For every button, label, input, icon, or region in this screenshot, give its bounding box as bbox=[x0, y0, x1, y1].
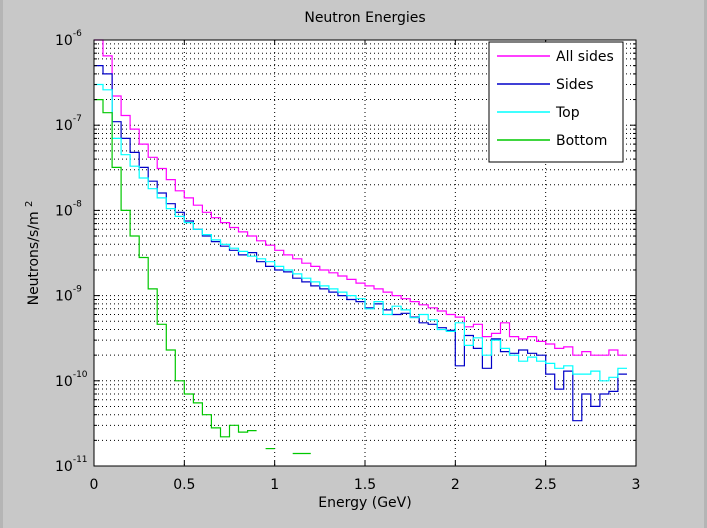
y-tick-exponent: -8 bbox=[73, 199, 82, 209]
y-tick-exponent: -7 bbox=[73, 114, 82, 124]
y-axis-label: Neutrons/s/m 2 bbox=[24, 201, 42, 306]
y-tick-base: 10 bbox=[55, 33, 73, 49]
y-tick-label: 10-6 bbox=[55, 29, 82, 49]
x-tick-label: 2.5 bbox=[535, 477, 557, 493]
data-series bbox=[94, 39, 627, 455]
y-axis-label-main: Neutrons/s/m bbox=[26, 211, 42, 305]
y-tick-base: 10 bbox=[55, 374, 73, 390]
x-tick-label: 0.5 bbox=[173, 477, 195, 493]
legend-label: All sides bbox=[556, 49, 614, 65]
left-window-edge bbox=[0, 0, 3, 528]
series-line bbox=[94, 99, 257, 438]
y-tick-base: 10 bbox=[55, 289, 73, 305]
y-tick-label: 10-9 bbox=[55, 285, 82, 305]
y-tick-label: 10-7 bbox=[55, 114, 82, 134]
grid-lines bbox=[94, 40, 636, 466]
legend-entries: All sides Sides Top Bottom bbox=[497, 49, 614, 149]
y-tick-base: 10 bbox=[55, 203, 73, 219]
right-window-edge bbox=[704, 0, 707, 528]
y-tick-exponent: -10 bbox=[73, 370, 88, 380]
series-all-sides bbox=[94, 39, 627, 356]
y-tick-label: 10-11 bbox=[55, 455, 88, 475]
series-bottom bbox=[94, 99, 311, 455]
x-axis-label: Energy (GeV) bbox=[318, 495, 411, 511]
y-tick-exponent: -9 bbox=[73, 285, 82, 295]
y-tick-base: 10 bbox=[55, 459, 73, 475]
y-tick-base: 10 bbox=[55, 118, 73, 134]
x-tick-label: 1.5 bbox=[354, 477, 376, 493]
series-line bbox=[94, 83, 627, 382]
x-tick-label: 1 bbox=[270, 477, 279, 493]
legend-label: Sides bbox=[556, 77, 594, 93]
legend: All sides Sides Top Bottom bbox=[488, 41, 624, 163]
x-tick-label: 3 bbox=[632, 477, 641, 493]
y-tick-exponent: -11 bbox=[73, 455, 88, 465]
series-top bbox=[94, 83, 627, 382]
x-tick-labels: 0 0.5 1 1.5 2 2.5 3 bbox=[90, 477, 641, 493]
x-tick-label: 2 bbox=[451, 477, 460, 493]
y-axis-label-superscript: 2 bbox=[24, 201, 35, 207]
series-line bbox=[94, 39, 627, 356]
tick-marks bbox=[93, 39, 637, 467]
y-tick-label: 10-10 bbox=[55, 370, 88, 390]
chart-title: Neutron Energies bbox=[304, 10, 425, 26]
y-tick-label: 10-8 bbox=[55, 199, 82, 219]
x-tick-label: 0 bbox=[90, 477, 99, 493]
y-tick-exponent: -6 bbox=[73, 29, 82, 39]
legend-label: Top bbox=[555, 105, 580, 121]
legend-box bbox=[488, 41, 624, 163]
legend-label: Bottom bbox=[556, 133, 607, 149]
